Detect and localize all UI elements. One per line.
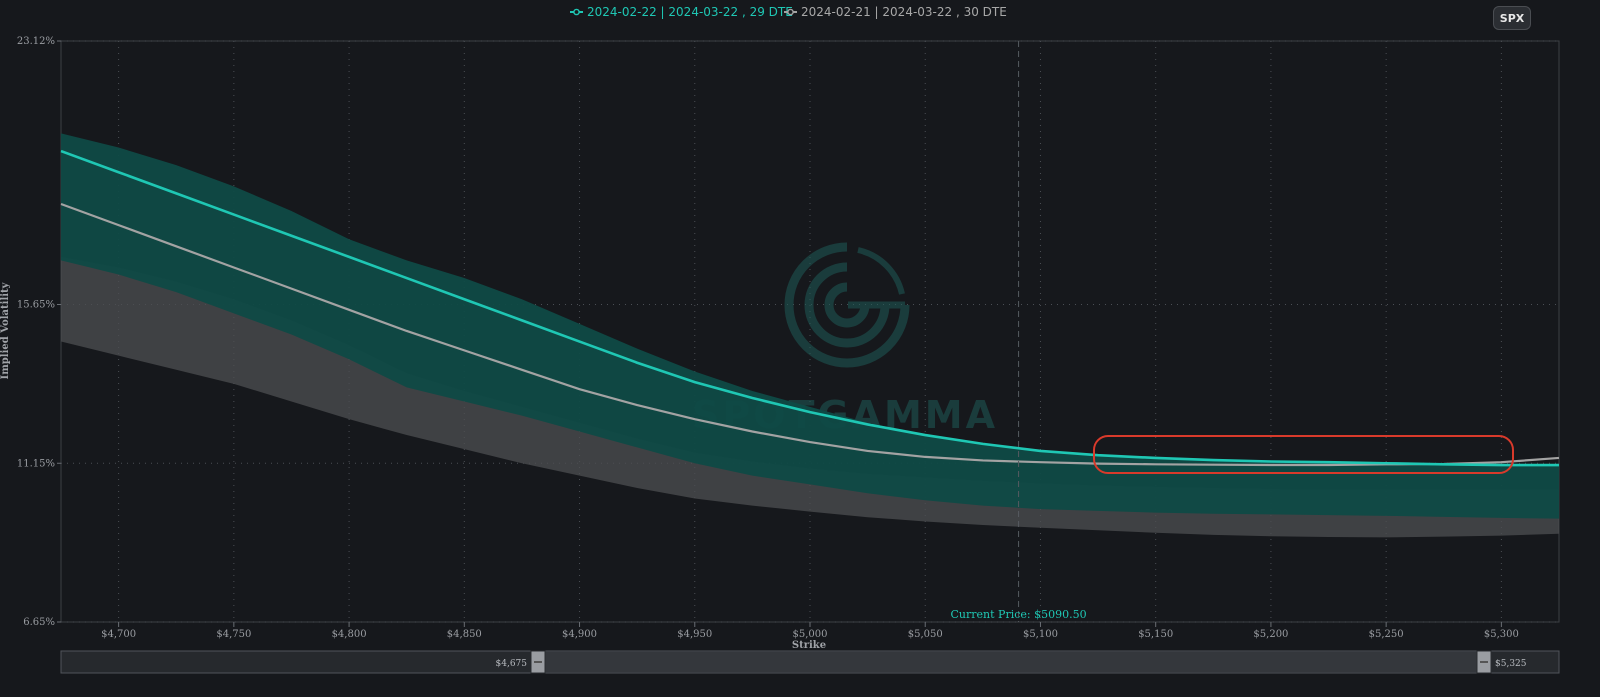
- x-tick-label-7: $5,050: [908, 629, 943, 640]
- x-tick-label-2: $4,800: [332, 629, 367, 640]
- highlight-annotation: [1093, 435, 1514, 474]
- y-tick-label-1: 11.15%: [17, 458, 55, 469]
- range-slider[interactable]: $4,675 $5,325: [60, 650, 1560, 674]
- x-tick-label-6: $5,000: [793, 629, 828, 640]
- symbol-button[interactable]: SPX: [1493, 6, 1531, 30]
- watermark-logo-icon: [784, 242, 910, 368]
- legend-label-series-2: 2024-02-21 | 2024-03-22 , 30 DTE: [801, 5, 1007, 19]
- x-tick-label-4: $4,900: [562, 629, 597, 640]
- y-tick-label-0: 6.65%: [23, 617, 55, 628]
- grid: [61, 40, 1559, 623]
- range-slider-min-label: $4,675: [496, 659, 528, 669]
- legend-swatch-dot-series-1: [573, 8, 580, 16]
- legend-swatch-dot-series-2: [787, 8, 794, 16]
- series-area: [60, 133, 1560, 538]
- y-axis: 6.65% 11.15% 15.65% 23.12%: [17, 36, 61, 628]
- y-tick-label-3: 23.12%: [17, 36, 55, 47]
- x-tick-label-0: $4,700: [101, 629, 136, 640]
- x-axis-title: Strike: [792, 640, 826, 651]
- range-slider-max-label: $5,325: [1495, 659, 1527, 669]
- range-slider-right-handle[interactable]: [1476, 650, 1492, 674]
- range-slider-selection[interactable]: [545, 652, 1477, 672]
- y-axis-title: Implied Volatility: [0, 281, 11, 379]
- range-slider-left-handle[interactable]: [530, 650, 546, 674]
- series-1-line: [60, 149, 1559, 467]
- series-2-line: [60, 202, 1560, 467]
- current-price-label: Current Price: $5090.50: [951, 608, 1087, 621]
- x-tick-label-10: $5,200: [1253, 629, 1288, 640]
- x-tick-label-5: $4,950: [677, 629, 712, 640]
- x-tick-label-1: $4,750: [216, 629, 251, 640]
- legend-item-series-2[interactable]: 2024-02-21 | 2024-03-22 , 30 DTE: [784, 5, 1007, 19]
- legend-label-series-1: 2024-02-22 | 2024-03-22 , 29 DTE: [587, 5, 793, 19]
- x-tick-label-8: $5,100: [1023, 629, 1058, 640]
- x-tick-label-11: $5,250: [1369, 629, 1404, 640]
- x-axis: $4,700 $4,750 $4,800 $4,850 $4,900 $4,950 $5,0…: [101, 622, 1519, 640]
- x-tick-label-12: $5,300: [1484, 629, 1519, 640]
- x-tick-label-3: $4,850: [447, 629, 482, 640]
- legend-item-series-1[interactable]: 2024-02-22 | 2024-03-22 , 29 DTE: [570, 5, 793, 19]
- legend[interactable]: 2024-02-22 | 2024-03-22 , 29 DTE 2024-02…: [570, 5, 1007, 19]
- y-tick-label-2: 15.65%: [17, 300, 55, 311]
- x-tick-label-9: $5,150: [1138, 629, 1173, 640]
